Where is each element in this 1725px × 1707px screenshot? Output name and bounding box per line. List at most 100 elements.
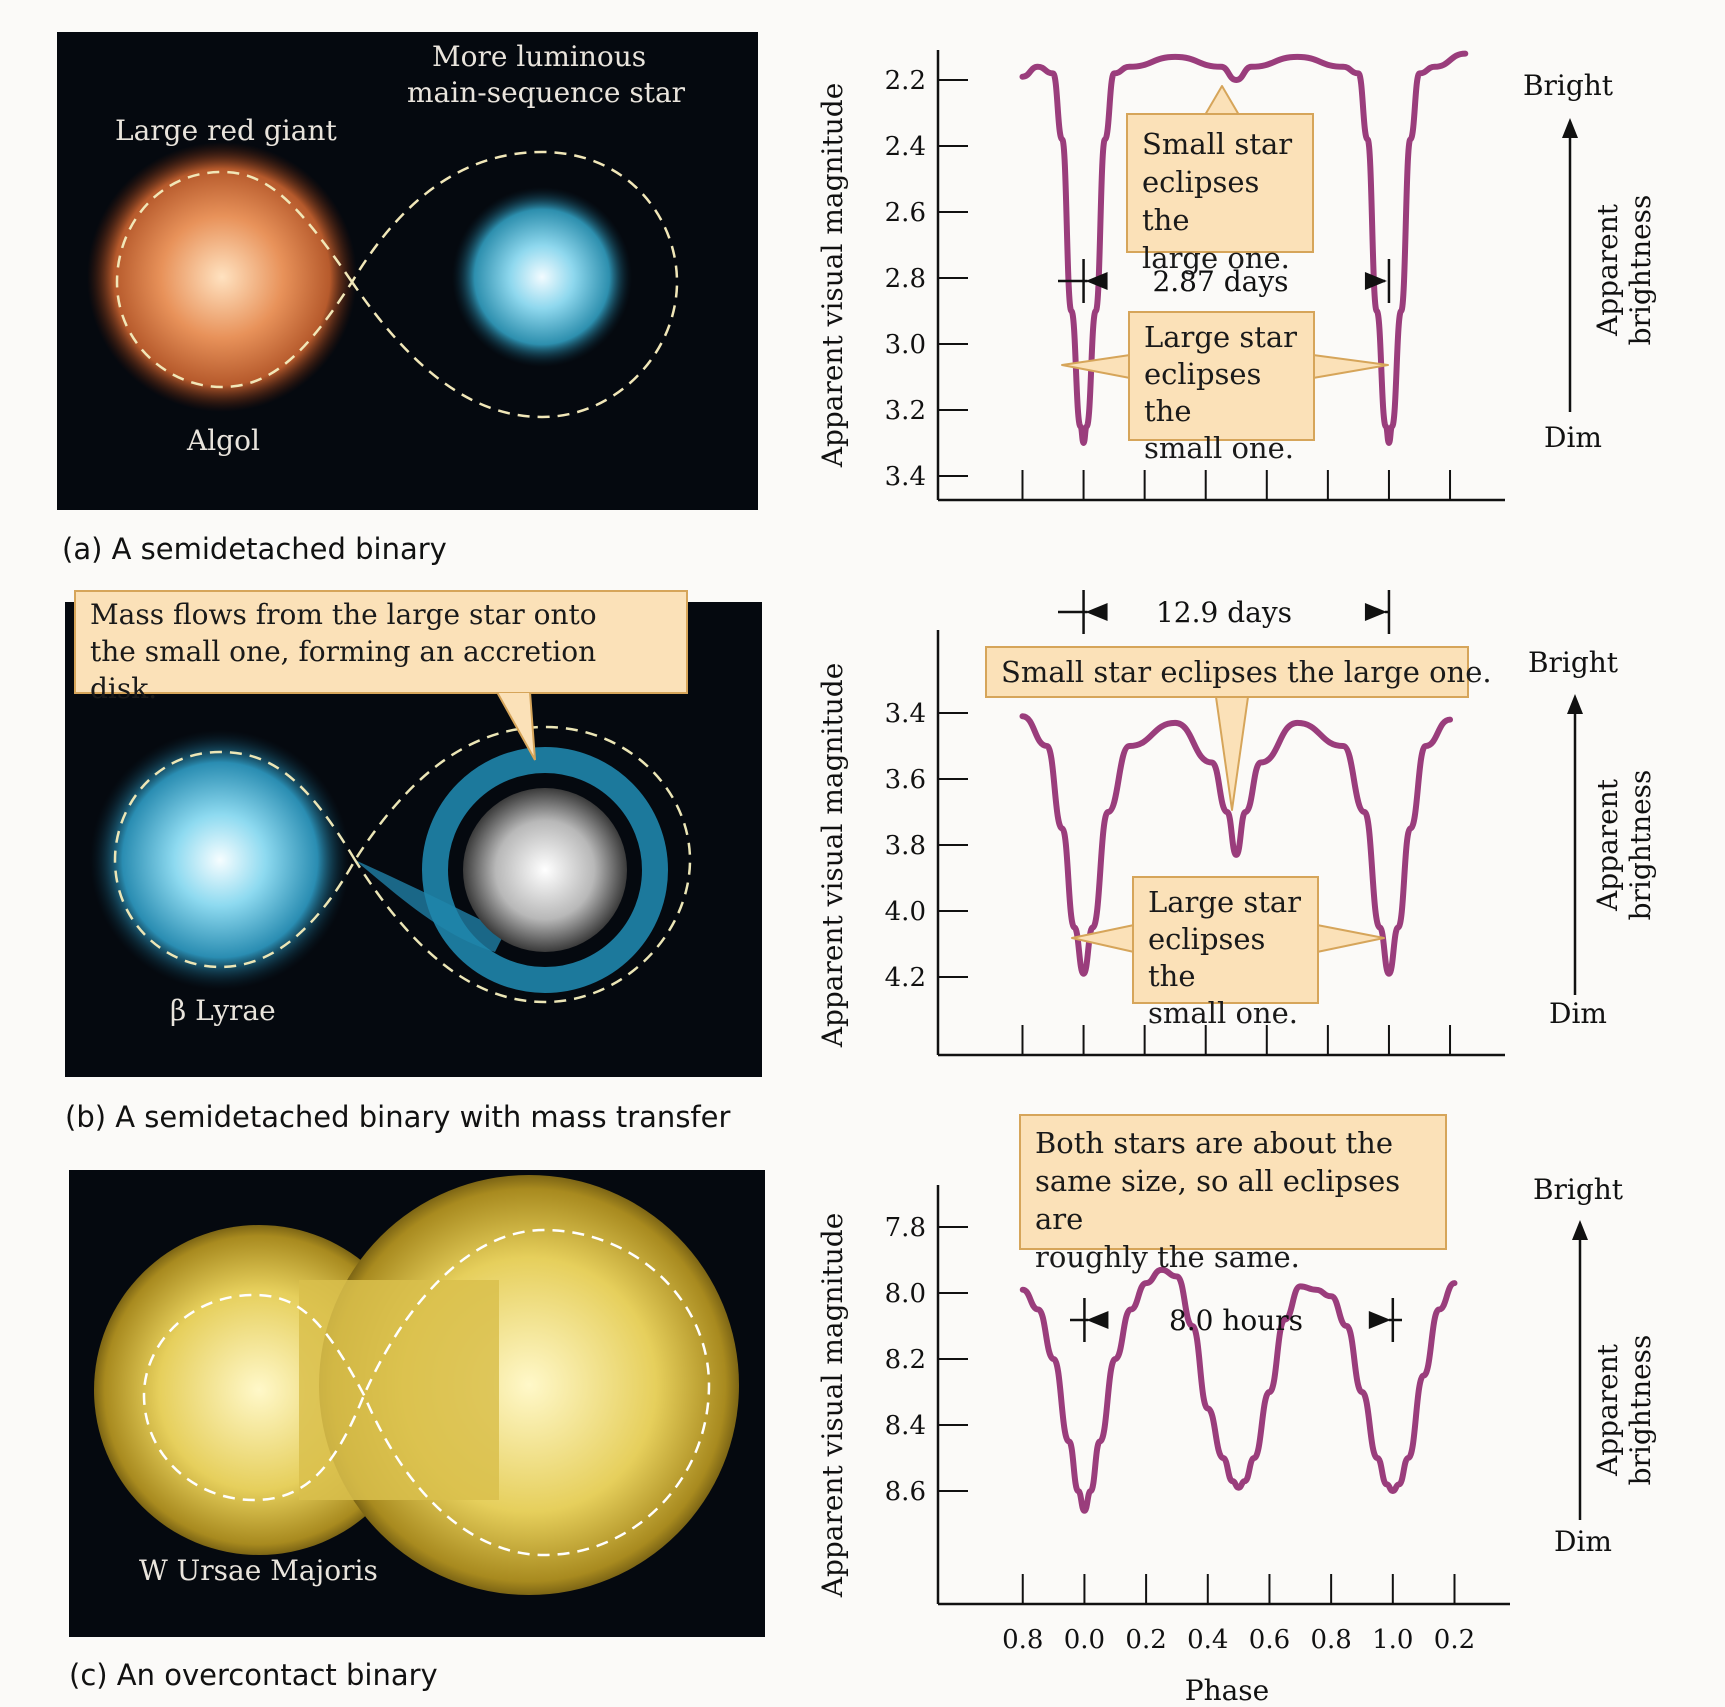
mass-flow-callout: Mass flows from the large star onto the …: [74, 590, 688, 705]
chart-0-brightness-title-2: brightness: [1624, 195, 1657, 346]
chart-0-ytick-label-2: 2.6: [885, 198, 926, 228]
label-main-sequence: main-sequence star: [407, 76, 686, 109]
callout-c-line1: Both stars are about the: [1035, 1126, 1393, 1160]
main-sequence-star: [452, 187, 632, 367]
roche-lobe-outline-c: [142, 1228, 711, 1557]
chart-0-ytick-label-1: 2.4: [885, 132, 926, 162]
label-algol: Algol: [187, 424, 260, 457]
mass-flow-line2: the small one, forming an accretion disk…: [90, 635, 597, 705]
caption-b: (b) A semidetached binary with mass tran…: [65, 1100, 731, 1134]
chart-1-ylabel: Apparent visual magnitude: [816, 663, 849, 1049]
chart-1-period-label: 12.9 days: [1156, 596, 1292, 629]
panel-a-image: More luminous main-sequence star Large r…: [57, 32, 758, 510]
chart-1-ytick-label-3: 4.0: [885, 897, 926, 927]
chart-2-ytick-label-4: 8.6: [885, 1477, 926, 1507]
label-beta-lyrae: β Lyrae: [170, 994, 276, 1027]
chart-2-period-right-arrowhead: [1368, 1311, 1391, 1329]
callout-b2-line2: eclipses the: [1148, 922, 1266, 993]
common-envelope: [299, 1280, 499, 1500]
chart-1-dim-label: Dim: [1549, 997, 1607, 1030]
chart-2-bright-label: Bright: [1533, 1173, 1624, 1206]
caption-c: (c) An overcontact binary: [69, 1658, 438, 1692]
chart-2-brightness-title-2: brightness: [1624, 1335, 1657, 1486]
chart-2-xlabel: Phase: [1185, 1674, 1270, 1707]
red-giant-star: [87, 142, 357, 412]
chart-0-ytick-label-4: 3.0: [885, 330, 926, 360]
callout-b-large-eclipses: Large star eclipses the small one.: [1132, 876, 1319, 1030]
callout-a2-line1: Large star: [1144, 320, 1298, 354]
callout-a2-line2: eclipses the: [1144, 357, 1262, 428]
callout-c-same-size: Both stars are about the same size, so a…: [1019, 1114, 1447, 1274]
chart-1-ytick-label-1: 3.6: [885, 765, 926, 795]
chart-0-ytick-label-0: 2.2: [885, 66, 926, 96]
callout-a1-line1: Small star: [1142, 127, 1293, 161]
callout-a-large-eclipses: Large star eclipses the small one.: [1128, 311, 1315, 465]
chart-2-light-curve: [1019, 1266, 1458, 1514]
chart-2-ytick-label-3: 8.4: [885, 1411, 926, 1441]
chart-2-xtick-label-1: 0.0: [1064, 1625, 1105, 1655]
label-more-luminous: More luminous: [432, 40, 647, 73]
label-w-ursae-majoris: W Ursae Majoris: [139, 1554, 378, 1587]
accretion-disk: [422, 747, 668, 993]
chart-2-brightness-title-1: Apparent: [1591, 1343, 1624, 1477]
chart-0-period-left-arrowhead: [1085, 272, 1108, 290]
mass-flow-pointer: [495, 692, 536, 761]
label-red-giant: Large red giant: [115, 114, 337, 147]
chart-2-xtick-label-6: 1.0: [1372, 1625, 1413, 1655]
chart-0-ytick-label-6: 3.4: [885, 462, 926, 492]
chart-1-period-right-arrowhead: [1364, 603, 1387, 621]
callout-a1-line3: large one.: [1142, 241, 1290, 275]
callout-a1-line2: eclipses the: [1142, 165, 1260, 237]
chart-0-dim-label: Dim: [1544, 421, 1602, 454]
chart-2-ytick-label-1: 8.0: [885, 1279, 926, 1309]
callout-b2-pointer-right: [1316, 924, 1385, 953]
chart-0-bright-label: Bright: [1523, 69, 1614, 102]
callout-b-small-eclipses: Small star eclipses the large one.: [985, 646, 1492, 698]
mass-flow-line1: Mass flows from the large star onto: [90, 598, 597, 631]
chart-2-xtick-label-5: 0.8: [1310, 1625, 1351, 1655]
chart-0-ytick-label-3: 2.8: [885, 264, 926, 294]
chart-0-period-right-arrowhead: [1364, 272, 1387, 290]
panel-b-illustration: [90, 725, 692, 1004]
small-white-star: [463, 788, 627, 952]
chart-2-brightness-arrowhead: [1572, 1220, 1588, 1240]
chart-1-brightness-title-1: Apparent: [1591, 778, 1624, 912]
chart-0-light-curve: [1019, 50, 1469, 446]
roche-lobe-outline: [115, 150, 679, 419]
callout-c-line3: roughly the same.: [1035, 1240, 1300, 1274]
chart-1-brightness-title-2: brightness: [1624, 770, 1657, 921]
chart-1-bright-label: Bright: [1528, 646, 1619, 679]
callout-b1-pointer: [1215, 696, 1249, 811]
chart-2-xtick-label-7: 0.2: [1434, 1625, 1475, 1655]
chart-2-ytick-label-2: 8.2: [885, 1345, 926, 1375]
callout-a1-pointer: [1204, 85, 1240, 116]
callout-a-small-eclipses: Small star eclipses the large one.: [1126, 113, 1314, 275]
chart-2-period-label: 8.0 hours: [1169, 1304, 1303, 1337]
callout-b2-line1: Large star: [1148, 885, 1302, 919]
caption-a: (a) A semidetached binary: [62, 532, 447, 566]
callout-b2-line3: small one.: [1148, 996, 1298, 1030]
panel-a-illustration: [87, 142, 679, 419]
chart-1-period-left-arrowhead: [1085, 603, 1108, 621]
panel-c-illustration: [94, 1175, 739, 1595]
callout-a2-line3: small one.: [1144, 431, 1294, 465]
chart-2-ytick-label-0: 7.8: [885, 1213, 926, 1243]
chart-2-ylabel: Apparent visual magnitude: [816, 1213, 849, 1599]
chart-0-period-label: 2.87 days: [1152, 265, 1288, 298]
chart-1-light-curve: [1019, 713, 1454, 977]
chart-1-ytick-label-4: 4.2: [885, 963, 926, 993]
callout-c-line2: same size, so all eclipses are: [1035, 1164, 1401, 1236]
blue-large-star: [90, 730, 350, 990]
callout-a2-pointer-left: [1061, 354, 1131, 379]
chart-1-ytick-label-0: 3.4: [885, 699, 926, 729]
chart-0-brightness-arrowhead: [1562, 118, 1578, 138]
chart-0-ytick-label-5: 3.2: [885, 396, 926, 426]
chart-2-xtick-label-3: 0.4: [1187, 1625, 1228, 1655]
chart-0-ylabel: Apparent visual magnitude: [816, 83, 849, 469]
chart-2-xtick-label-2: 0.2: [1125, 1625, 1166, 1655]
callout-b1-line1: Small star eclipses the large one.: [1001, 655, 1492, 689]
panel-c-image: W Ursae Majoris: [69, 1170, 765, 1637]
chart-2-period-left-arrowhead: [1086, 1311, 1109, 1329]
chart-1-ytick-label-2: 3.8: [885, 831, 926, 861]
